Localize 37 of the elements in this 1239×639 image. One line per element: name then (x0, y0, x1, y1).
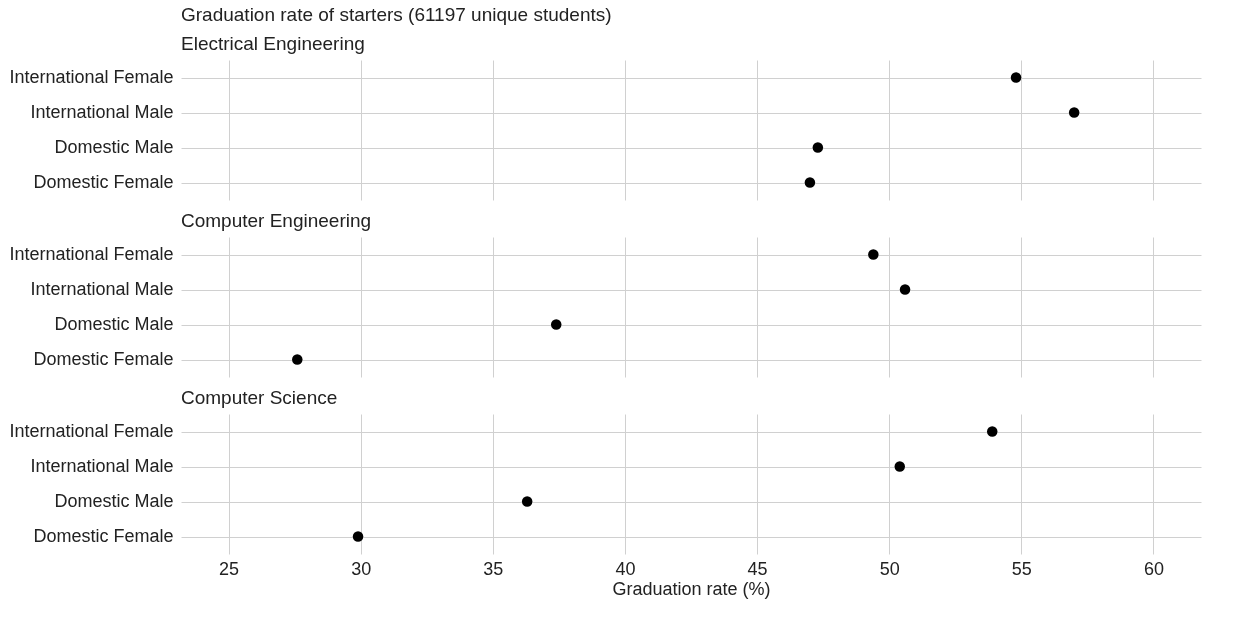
point (1010, 72, 1022, 83)
x-tick-label: 50 (879, 558, 900, 579)
y-tick-label: International Female (9, 244, 174, 264)
chart-title: Computer Science (181, 387, 338, 408)
y-tick-label: International Female (9, 67, 174, 87)
point (987, 426, 998, 437)
point (868, 249, 879, 260)
y-tick-label: Domestic Female (33, 526, 174, 546)
x-tick-label: 35 (483, 558, 504, 579)
point (899, 284, 911, 295)
point (352, 531, 364, 542)
point (292, 354, 303, 365)
chart-title: Graduation rate of starters (61197 unique students) (181, 4, 612, 25)
y-tick-label: International Female (9, 421, 174, 441)
y-tick-label: Domestic Male (54, 491, 174, 511)
point (1068, 107, 1080, 118)
y-tick-label: International Male (30, 279, 174, 299)
x-tick-label: 45 (747, 558, 768, 579)
x-axis-title: Graduation rate (%) (612, 578, 771, 599)
x-tick-label: 55 (1011, 558, 1032, 579)
y-tick-label: Domestic Female (33, 349, 174, 369)
chart-subtitle: Electrical Engineering (181, 33, 365, 54)
x-tick-label: 60 (1143, 558, 1164, 579)
x-tick-label: 40 (615, 558, 636, 579)
y-tick-label: International Male (30, 102, 174, 122)
point (550, 319, 562, 330)
y-tick-label: Domestic Male (54, 137, 174, 157)
y-tick-label: Domestic Male (54, 314, 174, 334)
point (812, 142, 824, 153)
point (521, 496, 533, 507)
x-tick-label: 30 (351, 558, 372, 579)
y-tick-label: International Male (30, 456, 174, 476)
x-tick-label: 25 (219, 558, 240, 579)
chart-title: Computer Engineering (181, 210, 372, 231)
point (894, 461, 905, 472)
y-tick-label: Domestic Female (33, 172, 174, 192)
point (804, 177, 816, 188)
